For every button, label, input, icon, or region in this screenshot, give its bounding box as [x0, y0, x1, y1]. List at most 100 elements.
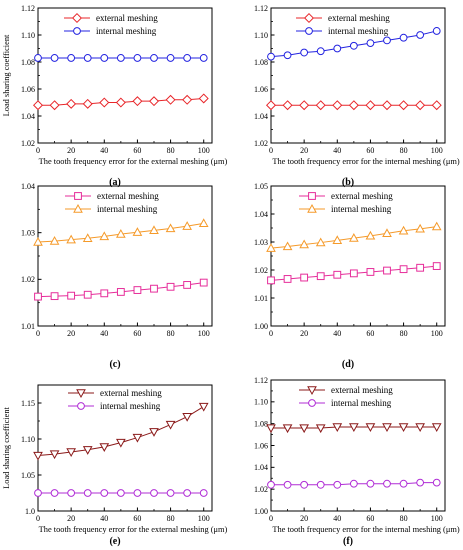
data-point	[116, 438, 126, 448]
legend-label: internal meshing	[331, 398, 392, 408]
data-point	[198, 218, 209, 228]
y-axis-label: Load sharing coefficient	[2, 406, 11, 488]
chart-panel-d: 0 20 40 60 80 100 1.00 1.01 1.02 1.03 1.04 1.05 exte…	[254, 182, 446, 370]
data-point	[300, 480, 309, 489]
data-point	[382, 423, 392, 432]
data-point	[82, 446, 93, 455]
x-tick-label: 100	[198, 514, 210, 523]
legend: external meshing internal meshing	[68, 388, 162, 411]
y-tick-label: 1.08	[254, 419, 268, 428]
data-point	[100, 54, 109, 62]
data-point	[432, 478, 441, 487]
chart-panel-a: 0 20 40 60 80 100 1.02 1.04 1.06 1.08 1.10 1.12 exte…	[2, 4, 228, 188]
data-point	[415, 100, 426, 111]
y-tick-label: 1.02	[254, 485, 268, 494]
data-point	[299, 100, 310, 111]
data-point	[398, 225, 409, 235]
data-point	[366, 268, 375, 276]
x-tick-label: 60	[366, 146, 374, 155]
legend-marker	[73, 203, 83, 213]
data-point	[116, 489, 125, 497]
data-point	[166, 54, 175, 62]
x-tick-label: 20	[300, 329, 308, 338]
data-point	[99, 231, 110, 241]
data-point	[399, 33, 408, 42]
x-tick-label: 80	[167, 329, 175, 338]
panel-label: (e)	[109, 536, 120, 547]
data-point	[283, 51, 292, 60]
x-tick-label: 0	[36, 146, 40, 155]
y-tick-label: 1.00	[254, 507, 268, 516]
data-point	[83, 54, 92, 62]
y-tick-label: 1.01	[21, 322, 35, 331]
data-point	[32, 100, 44, 111]
data-point	[116, 288, 125, 296]
data-point	[316, 480, 325, 489]
x-tick-label: 40	[333, 146, 341, 155]
data-point	[282, 241, 293, 251]
data-point	[83, 290, 92, 299]
data-point	[432, 262, 441, 270]
chart-panel-f: 0 20 40 60 80 100 1.00 1.02 1.04 1.06 1.08 1.10 1.12…	[254, 376, 460, 547]
data-point	[316, 272, 325, 281]
x-axis-label: The tooth frequency error for the extern…	[39, 157, 228, 166]
data-point	[198, 402, 209, 412]
x-tick-label: 40	[100, 514, 108, 523]
legend-marker	[303, 12, 315, 24]
data-point	[99, 443, 110, 452]
data-point	[349, 423, 359, 432]
x-tick-label: 0	[36, 514, 40, 523]
x-tick-label: 80	[400, 146, 408, 155]
legend-label: internal meshing	[328, 26, 389, 36]
data-point	[300, 273, 309, 282]
panel-label: (f)	[343, 536, 353, 547]
data-point	[33, 451, 43, 461]
y-tick-label: 1.04	[254, 112, 268, 121]
y-tick-label: 1.05	[254, 182, 268, 191]
x-tick-label: 40	[333, 514, 341, 523]
y-tick-label: 1.02	[254, 266, 268, 275]
data-point	[149, 225, 159, 235]
y-tick-label: 1.10	[21, 435, 35, 444]
data-point	[82, 233, 93, 242]
data-point	[431, 423, 442, 432]
x-tick-label: 0	[269, 514, 273, 523]
series-line	[37, 406, 204, 457]
data-point	[50, 489, 59, 497]
data-point	[116, 229, 126, 238]
data-point	[165, 223, 176, 233]
data-point	[416, 478, 425, 487]
data-point	[132, 227, 143, 236]
data-point	[132, 96, 143, 107]
series-external	[267, 262, 441, 285]
data-point	[99, 97, 110, 108]
series-internal	[33, 218, 209, 246]
legend-marker	[307, 203, 317, 213]
data-point	[283, 480, 292, 489]
data-point	[182, 94, 193, 105]
x-tick-label: 60	[133, 329, 141, 338]
series-external	[266, 423, 442, 434]
legend-label: external meshing	[100, 388, 162, 398]
legend-label: internal meshing	[96, 26, 157, 36]
legend-marker	[308, 192, 316, 200]
data-point	[267, 480, 275, 489]
x-tick-label: 80	[400, 329, 408, 338]
data-point	[266, 243, 276, 252]
data-point	[415, 423, 425, 432]
data-point	[165, 420, 176, 430]
data-point	[282, 424, 293, 434]
data-point	[182, 412, 192, 422]
y-tick-label: 1.03	[254, 238, 268, 247]
data-point	[67, 54, 76, 62]
data-point	[49, 450, 60, 460]
y-tick-label: 1.08	[21, 58, 35, 67]
legend: external meshing internal meshing	[65, 191, 159, 214]
x-tick-label: 20	[67, 514, 75, 523]
data-point	[365, 100, 376, 111]
data-point	[100, 289, 109, 298]
data-point	[332, 423, 343, 432]
y-tick-label: 1.02	[254, 139, 268, 148]
data-point	[349, 233, 359, 242]
x-tick-label: 80	[167, 146, 175, 155]
